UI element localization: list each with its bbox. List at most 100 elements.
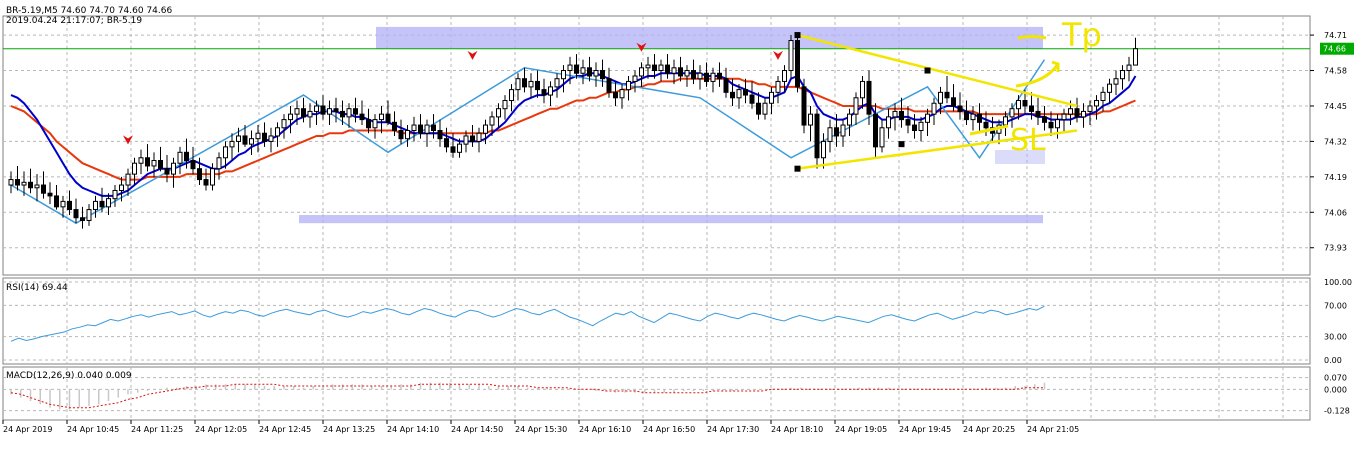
candle-body xyxy=(437,130,443,140)
candle-body xyxy=(340,110,345,118)
candle-body xyxy=(47,192,53,197)
tp-arrow xyxy=(1015,60,1060,88)
candle-body xyxy=(132,162,137,175)
candle-body xyxy=(483,124,488,134)
candle-body xyxy=(535,80,540,91)
candle-body xyxy=(496,108,501,118)
x-tick-label: 24 Apr 15:30 xyxy=(515,425,567,434)
candle-body xyxy=(470,135,475,142)
candle-body xyxy=(106,198,111,208)
candle-body xyxy=(665,64,670,74)
candle-body xyxy=(281,119,287,129)
candle-body xyxy=(112,189,118,200)
x-tick-label: 24 Apr 16:50 xyxy=(643,425,695,434)
candle-body xyxy=(229,140,235,148)
candle-body xyxy=(8,179,14,186)
candle-body xyxy=(1068,108,1073,115)
candle-body xyxy=(606,78,612,93)
x-tick-label: 24 Apr 17:30 xyxy=(707,425,759,434)
candle-body xyxy=(1081,110,1086,118)
candle-body xyxy=(288,113,293,121)
candle-body xyxy=(119,184,124,191)
candle-body xyxy=(262,132,267,142)
panel-frame xyxy=(2,15,1311,276)
x-tick-label: 24 Apr 19:45 xyxy=(899,425,951,434)
candle-body xyxy=(775,80,781,93)
x-tick-label: 24 Apr 20:25 xyxy=(963,425,1015,434)
y-tick-label: 73.93 xyxy=(1324,244,1347,253)
candle-body xyxy=(366,119,371,129)
candle-body xyxy=(1120,70,1125,80)
y-tick-label: 74.45 xyxy=(1324,102,1347,111)
candle-body xyxy=(1029,105,1034,112)
panel-frame xyxy=(2,277,1311,365)
candle-body xyxy=(593,70,599,77)
candle-body xyxy=(730,91,735,99)
candle-body xyxy=(853,97,859,115)
trendline xyxy=(797,33,1078,108)
candle-body xyxy=(743,89,748,96)
x-tick-label: 24 Apr 12:45 xyxy=(259,425,311,434)
candle-body xyxy=(684,70,690,77)
candle-body xyxy=(580,67,586,74)
candle-body xyxy=(41,184,46,194)
candle-body xyxy=(67,200,72,211)
tp-stroke xyxy=(1017,35,1047,40)
candle-body xyxy=(632,75,638,82)
candle-body xyxy=(203,179,209,186)
x-tick-label: 24 Apr 12:05 xyxy=(195,425,247,434)
rsi-tick-label: 30.00 xyxy=(1324,333,1347,342)
candle-body xyxy=(658,64,664,72)
candle-body xyxy=(528,80,534,88)
candle-body xyxy=(1035,110,1041,118)
candle-body xyxy=(541,89,547,96)
candle-body xyxy=(268,135,274,142)
pivot-marker xyxy=(898,141,905,148)
macd-tick-label: -0.128 xyxy=(1324,407,1350,416)
candle-body xyxy=(912,124,917,132)
candle-body xyxy=(886,116,891,129)
candle-body xyxy=(814,113,820,159)
candle-body xyxy=(782,70,787,82)
candle-body xyxy=(788,40,794,72)
y-tick-label: 74.32 xyxy=(1324,137,1347,146)
rsi-tick-label: 100.00 xyxy=(1324,278,1352,287)
candle-body xyxy=(892,110,898,118)
candle-body xyxy=(574,64,579,74)
candle-body xyxy=(938,91,943,104)
candle-body xyxy=(613,91,618,99)
y-tick-label: 74.19 xyxy=(1324,173,1347,182)
candle-body xyxy=(736,89,742,99)
candle-body xyxy=(957,105,963,112)
candle-body xyxy=(827,127,833,142)
candle-body xyxy=(398,130,404,140)
candle-body xyxy=(639,67,644,77)
candle-body xyxy=(769,91,774,104)
candle-body xyxy=(314,105,319,112)
candle-body xyxy=(359,113,365,121)
rsi-tick-label: 0.00 xyxy=(1324,356,1342,365)
candle-body xyxy=(522,78,527,88)
rsi-line xyxy=(10,305,1045,342)
candle-body xyxy=(197,168,202,181)
x-tick-label: 24 Apr 11:25 xyxy=(131,425,183,434)
candle-body xyxy=(970,113,976,121)
candle-body xyxy=(840,124,846,137)
candle-body xyxy=(411,124,417,132)
candle-body xyxy=(93,200,98,211)
candle-body xyxy=(236,135,241,142)
candle-body xyxy=(444,138,449,148)
candle-body xyxy=(450,146,456,153)
sl-label: SL xyxy=(1010,123,1046,158)
candle-body xyxy=(619,89,625,99)
candle-body xyxy=(210,168,215,186)
candle-body xyxy=(1094,100,1099,107)
candle-body xyxy=(171,162,176,175)
trendline xyxy=(797,129,1078,170)
candle-body xyxy=(54,195,59,208)
panel-frame xyxy=(2,366,1311,421)
candle-body xyxy=(125,173,131,186)
candle-body xyxy=(873,113,878,148)
x-tick-label: 24 Apr 16:10 xyxy=(579,425,631,434)
candle-body xyxy=(1087,105,1093,112)
